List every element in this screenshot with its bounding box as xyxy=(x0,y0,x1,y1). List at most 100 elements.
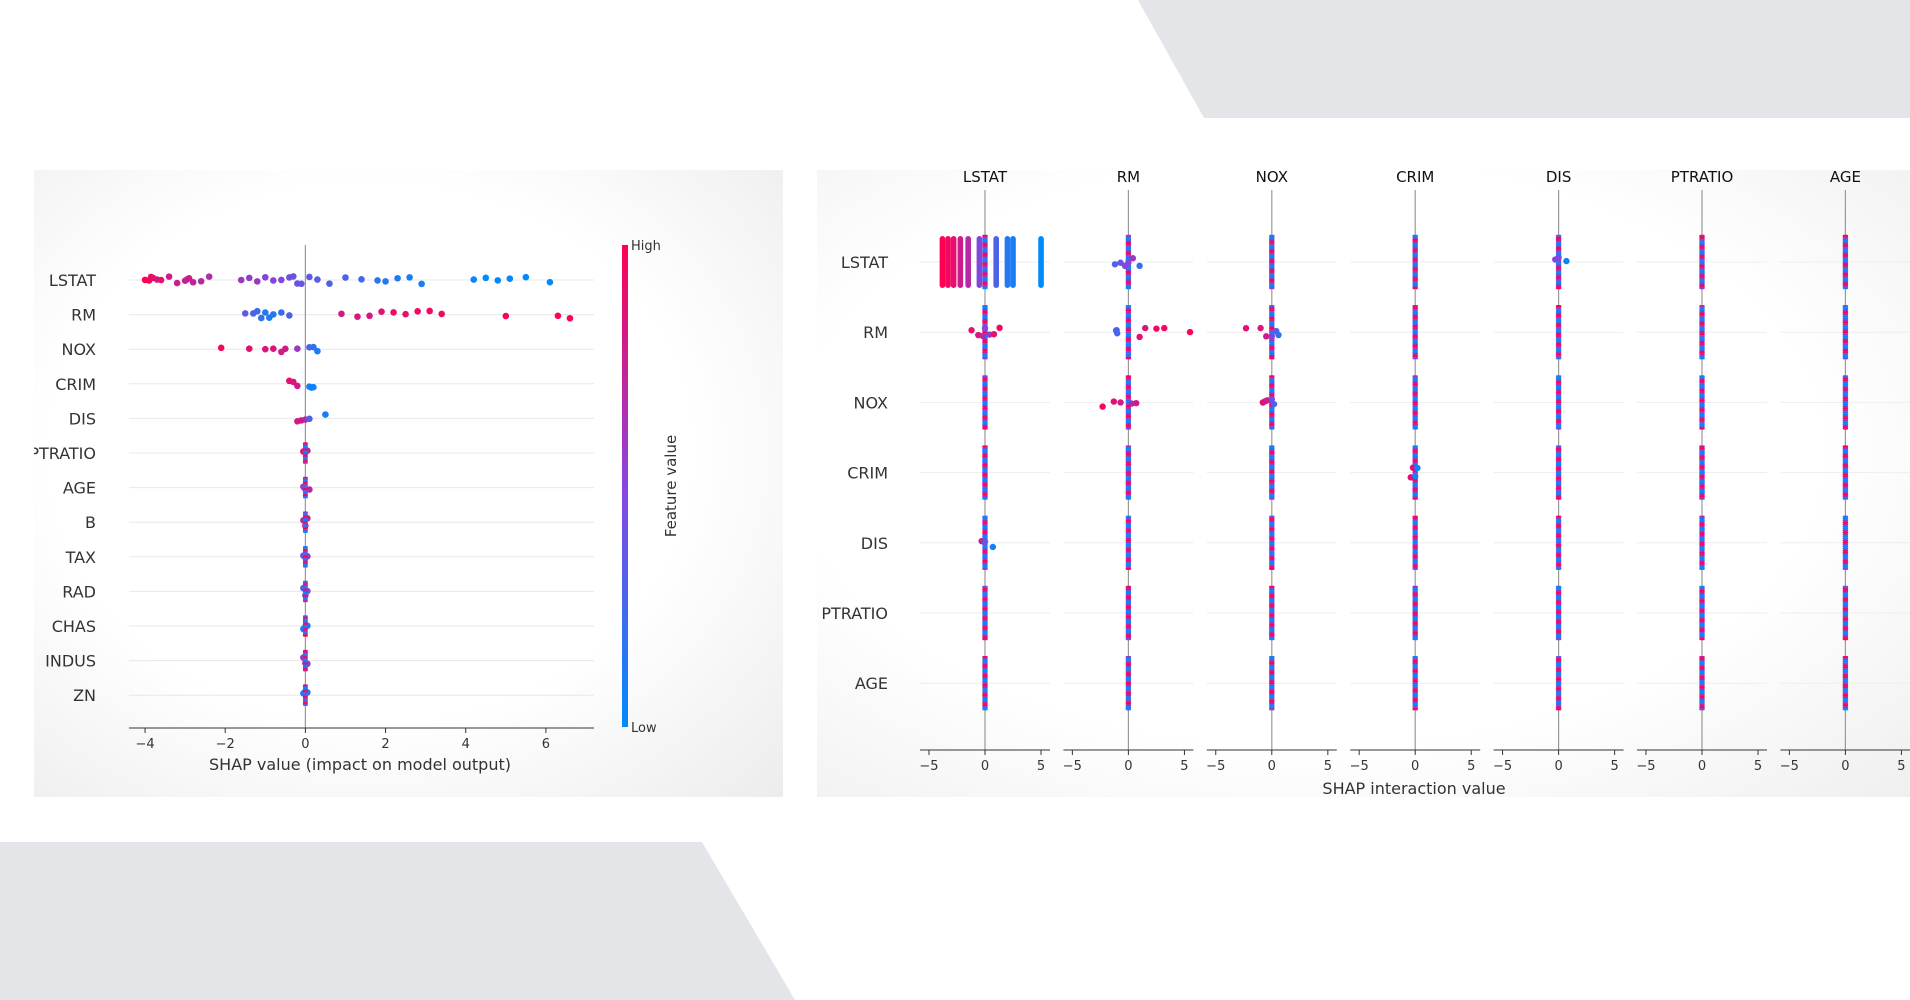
interaction-point xyxy=(1125,525,1132,528)
interaction-point xyxy=(1555,333,1562,336)
interaction-point xyxy=(1699,567,1705,570)
interaction-point xyxy=(1125,611,1132,615)
interaction-point xyxy=(1555,309,1562,312)
interaction-point xyxy=(1125,284,1132,288)
interaction-point xyxy=(1699,694,1705,697)
interaction-point xyxy=(1269,415,1275,418)
interaction-point xyxy=(1125,465,1132,468)
interaction-point xyxy=(1699,415,1705,418)
interaction-point xyxy=(982,664,988,667)
interaction-point xyxy=(1555,311,1562,314)
interaction-point xyxy=(1412,670,1418,673)
interaction-point xyxy=(1699,561,1705,564)
interaction-point xyxy=(1842,668,1849,671)
interaction-point xyxy=(1842,664,1849,667)
interaction-point xyxy=(1699,483,1705,486)
interaction-point xyxy=(1842,666,1849,669)
interaction-point xyxy=(982,286,988,290)
interaction-point xyxy=(1110,398,1118,405)
interaction-point xyxy=(1842,459,1849,462)
interaction-point xyxy=(1269,684,1275,687)
interaction-point xyxy=(1269,467,1275,470)
interaction-point xyxy=(1842,637,1849,641)
shap-point xyxy=(205,273,213,280)
interaction-point xyxy=(1269,477,1275,480)
shap-point xyxy=(217,344,225,352)
interaction-point xyxy=(982,668,988,671)
interaction-point xyxy=(1125,325,1132,328)
interaction-point xyxy=(1111,261,1119,268)
interaction-point xyxy=(982,465,988,468)
interaction-point xyxy=(982,593,988,597)
interaction-point xyxy=(1555,469,1562,472)
interaction-point xyxy=(1125,603,1132,607)
interaction-point xyxy=(1125,658,1132,661)
interaction-point xyxy=(1125,607,1132,611)
shap-point xyxy=(261,345,269,353)
interaction-point xyxy=(1269,459,1275,462)
shap-point xyxy=(426,307,433,315)
interaction-point xyxy=(1699,353,1705,356)
interaction-point xyxy=(1125,393,1132,396)
interaction-point xyxy=(1412,389,1418,392)
interaction-point xyxy=(1699,521,1705,524)
interaction-point xyxy=(1269,551,1275,554)
feature-label: RM xyxy=(71,306,96,325)
interaction-point xyxy=(1842,419,1849,422)
interaction-point xyxy=(982,262,988,266)
interaction-point xyxy=(1412,258,1418,262)
shap-point xyxy=(494,277,502,284)
interaction-point xyxy=(1125,551,1132,554)
interaction-point xyxy=(1842,315,1849,318)
interaction-point xyxy=(1269,268,1275,272)
interaction-point xyxy=(1412,565,1418,568)
interaction-point xyxy=(1555,383,1562,386)
interaction-point xyxy=(1699,413,1705,416)
interaction-point xyxy=(1555,250,1562,254)
interaction-point xyxy=(1412,240,1418,244)
interaction-point xyxy=(1555,533,1562,536)
interaction-point xyxy=(1555,389,1562,392)
interaction-point xyxy=(1699,680,1705,683)
interaction-point xyxy=(1125,413,1132,416)
shap-point xyxy=(394,274,401,282)
interaction-point xyxy=(1699,262,1705,266)
interaction-point xyxy=(1555,399,1562,402)
interaction-point xyxy=(1555,551,1562,554)
interaction-point xyxy=(982,672,988,675)
interaction-point xyxy=(1699,471,1705,474)
interaction-point xyxy=(982,706,988,709)
interaction-point xyxy=(982,343,988,346)
shap-point xyxy=(270,311,277,318)
interaction-point xyxy=(1699,343,1705,346)
interaction-point xyxy=(1842,557,1849,560)
interaction-point xyxy=(982,599,988,603)
interaction-point xyxy=(1269,471,1275,474)
interaction-point xyxy=(1269,672,1275,675)
interaction-point xyxy=(1125,696,1132,699)
interaction-point xyxy=(982,485,988,488)
interaction-point xyxy=(1125,286,1132,290)
x-tick-label: 0 xyxy=(1554,759,1562,774)
interaction-point xyxy=(1842,284,1849,288)
interaction-point xyxy=(982,686,988,689)
interaction-point xyxy=(1699,635,1705,639)
interaction-point xyxy=(982,455,988,458)
interaction-point xyxy=(1555,704,1562,707)
interaction-point xyxy=(1699,467,1705,470)
interaction-point xyxy=(982,629,988,633)
interaction-point xyxy=(1412,327,1418,330)
interaction-point xyxy=(982,696,988,699)
interaction-point xyxy=(1269,557,1275,560)
interaction-point xyxy=(1125,563,1132,566)
interaction-point xyxy=(1269,609,1275,613)
interaction-point xyxy=(990,330,998,338)
interaction-point xyxy=(982,323,988,326)
x-tick-label: 0 xyxy=(301,737,309,752)
interaction-point xyxy=(1269,698,1275,701)
interaction-point xyxy=(1699,662,1705,665)
interaction-point xyxy=(1842,337,1849,340)
interaction-point xyxy=(1269,567,1275,570)
interaction-point xyxy=(1699,479,1705,482)
interaction-point xyxy=(1555,674,1562,677)
